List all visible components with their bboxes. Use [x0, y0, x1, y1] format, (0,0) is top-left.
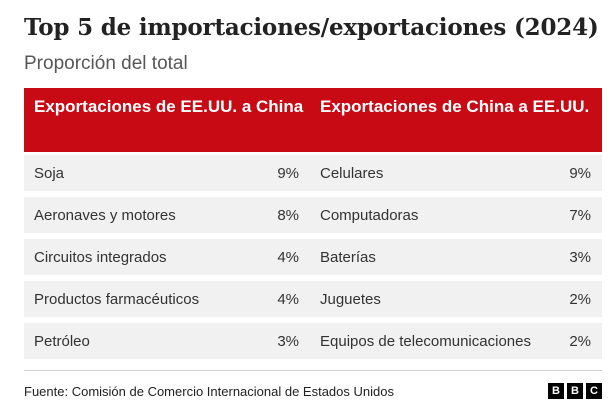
table-header: Exportaciones de EE.UU. a China Exportac…	[24, 88, 602, 152]
china-export-value: 7%	[569, 206, 591, 224]
bbc-logo-letter: C	[586, 383, 602, 399]
china-export-label: Juguetes	[320, 290, 381, 308]
china-export-label: Computadoras	[320, 206, 419, 224]
header-us-exports: Exportaciones de EE.UU. a China	[34, 97, 304, 116]
china-export-label: Equipos de telecomunicaciones	[320, 332, 531, 350]
us-export-value: 8%	[277, 206, 299, 224]
us-export-label: Productos farmacéuticos	[34, 290, 200, 308]
china-export-value: 3%	[569, 248, 591, 266]
data-table: Exportaciones de EE.UU. a China Exportac…	[24, 88, 602, 359]
chart-title: Top 5 de importaciones/exportaciones (20…	[24, 14, 599, 41]
china-export-label: Baterías	[320, 248, 376, 266]
us-export-value: 3%	[277, 332, 299, 350]
us-export-value: 4%	[277, 290, 299, 308]
table-row: Petróleo 3% Equipos de telecomunicacione…	[24, 323, 602, 359]
source-note: Fuente: Comisión de Comercio Internacion…	[24, 384, 394, 399]
table-row: Circuitos integrados 4% Baterías 3%	[24, 239, 602, 275]
bbc-logo-letter: B	[567, 383, 583, 399]
header-china-exports: Exportaciones de China a EE.UU.	[320, 97, 590, 116]
bbc-logo-letter: B	[548, 383, 564, 399]
us-export-value: 9%	[277, 164, 299, 182]
us-export-label: Aeronaves y motores	[34, 206, 176, 224]
us-export-label: Soja	[34, 164, 65, 182]
table-row: Aeronaves y motores 8% Computadoras 7%	[24, 197, 602, 233]
china-export-value: 2%	[569, 290, 591, 308]
us-export-value: 4%	[277, 248, 299, 266]
us-export-label: Petróleo	[34, 332, 90, 350]
china-export-value: 2%	[569, 332, 591, 350]
footer-divider	[24, 370, 602, 371]
chart-subtitle: Proporción del total	[24, 53, 188, 74]
table-row: Soja 9% Celulares 9%	[24, 155, 602, 191]
table-row: Productos farmacéuticos 4% Juguetes 2%	[24, 281, 602, 317]
china-export-value: 9%	[569, 164, 591, 182]
us-export-label: Circuitos integrados	[34, 248, 167, 266]
bbc-logo: B B C	[548, 383, 602, 399]
china-export-label: Celulares	[320, 164, 384, 182]
